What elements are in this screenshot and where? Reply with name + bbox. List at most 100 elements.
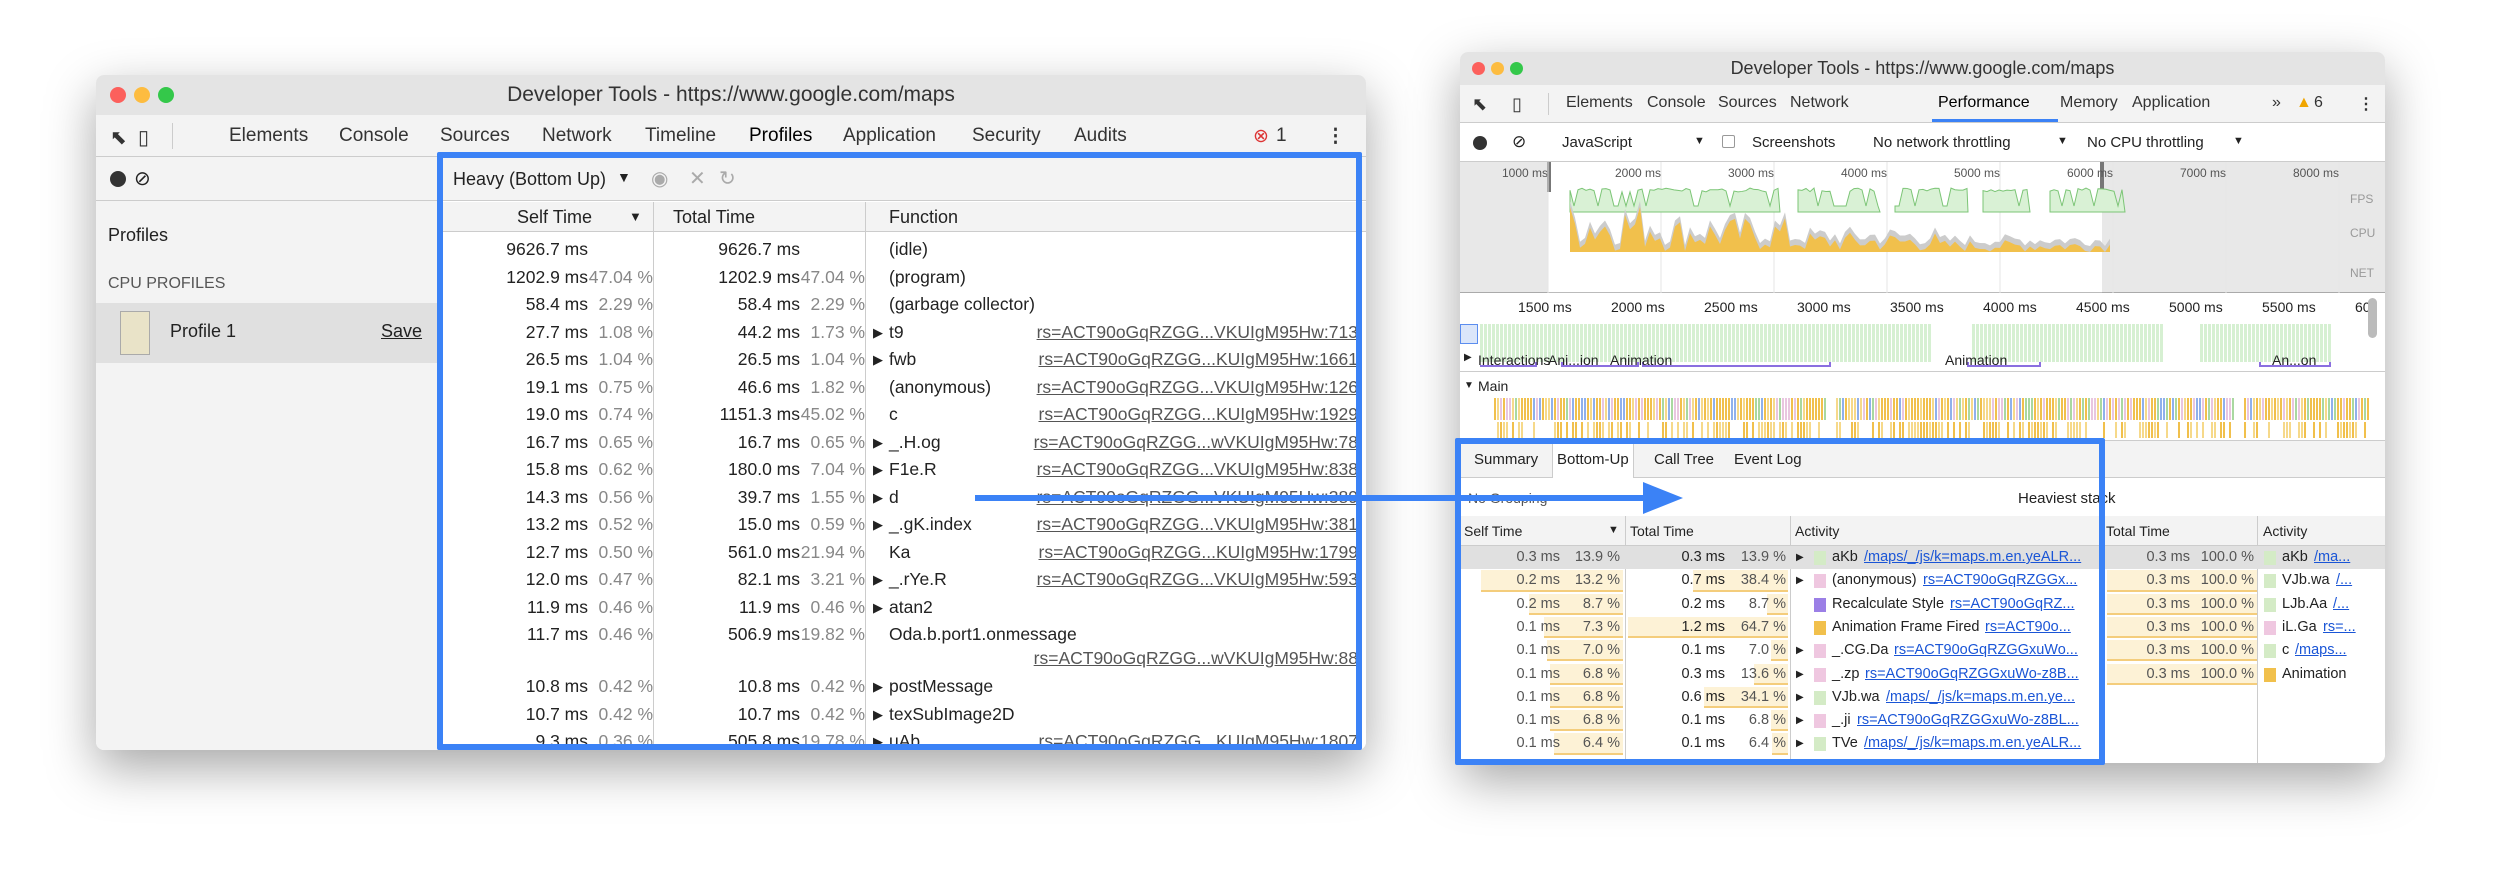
expand-arrow-icon[interactable]: ▶ [873, 679, 883, 694]
expand-arrow-icon[interactable]: ▶ [873, 517, 883, 532]
table-row[interactable]: 0.3 ms 13.9 % 0.3 ms 13.9 % ▶ aKb/maps/_/js/k… [1460, 546, 2103, 570]
table-row[interactable]: 13.2 ms 0.52 % 15.0 ms 0.59 % ▶ _.gK.index rs=… [439, 511, 1366, 539]
more-tabs-button[interactable]: » [2272, 94, 2281, 111]
tab-timeline[interactable]: Timeline [645, 125, 717, 146]
device-toolbar-icon[interactable]: ▯ [1512, 94, 1522, 114]
table-row[interactable]: 1202.9 ms 47.04 % 1202.9 ms 47.04 % (program… [439, 264, 1366, 292]
total-time-header[interactable]: Total Time [673, 207, 756, 227]
chevron-down-icon[interactable]: ▼ [1694, 135, 1705, 147]
warning-icon[interactable]: ▲ [2296, 94, 2312, 111]
tab-application[interactable]: Application [2132, 94, 2211, 111]
table-row[interactable]: 0.1 ms 6.8 % 0.1 ms 6.8 % ▶ _.ji rs=ACT90oGqRZ… [1460, 709, 2103, 732]
source-link[interactable]: rs=ACT90oGqRZGG...KUIgM95Hw:1799 [1038, 541, 1359, 562]
clear-icon[interactable]: ⊘ [134, 168, 151, 190]
source-link[interactable]: rs=ACT90oGqRZGG...wVKUIgM95Hw:88 [1033, 648, 1358, 668]
self-time-header[interactable]: Self Time [517, 207, 593, 227]
expand-arrow-icon[interactable]: ▶ [873, 489, 883, 505]
table-row[interactable]: 12.7 ms 0.50 % 561.0 ms 21.94 % Ka rs=ACT90oG… [439, 539, 1366, 567]
table-row[interactable]: 11.7 ms 0.46 % 506.9 ms 19.82 % Oda.b.port1.… [439, 621, 1366, 673]
source-link[interactable]: /maps/_/js/k=maps.m.en.yeALR... [1864, 735, 2082, 752]
expand-arrow-icon[interactable]: ▶ [1796, 645, 1804, 657]
source-link[interactable]: rs=ACT90oGqRZGG...VKUIgM95Hw:381 [1036, 514, 1358, 534]
heaviest-row[interactable]: 0.3 ms 100.0 % iL.Ga rs=... [2104, 616, 2385, 639]
chevron-down-icon[interactable]: ▼ [617, 169, 631, 185]
tab-network[interactable]: Network [542, 125, 612, 146]
source-link[interactable]: rs=ACT90oGqRZGG...KUIgM95Hw:1661 [1038, 349, 1359, 369]
tab-elements[interactable]: Elements [229, 125, 309, 146]
tab-summary[interactable]: Summary [1474, 451, 1539, 468]
network-throttling-select[interactable]: No network throttling [1873, 134, 2011, 151]
expand-arrow-icon[interactable]: ▶ [873, 324, 883, 340]
close-window-button[interactable] [1472, 62, 1485, 75]
table-row[interactable]: 14.3 ms0.56 %39.7 ms1.55 %▶drs=ACT90oGqR… [439, 484, 1366, 512]
collapse-arrow-icon[interactable]: ▼ [1464, 380, 1474, 391]
source-link[interactable]: rs=ACT90oGqRZGGxuWo-z8BL... [1857, 712, 2079, 729]
maximize-window-button[interactable] [158, 87, 174, 103]
source-link[interactable]: /... [2336, 572, 2353, 589]
close-window-button[interactable] [110, 87, 126, 103]
table-row[interactable]: 0.1 ms 6.8 % 0.3 ms 13.6 % ▶ _.zp rs=ACT90oGqR… [1460, 663, 2103, 686]
expand-arrow-icon[interactable]: ▶ [1796, 552, 1804, 563]
source-link[interactable]: rs=ACT90oGqRZGG...KUIgM95Hw:1929 [1038, 404, 1359, 424]
table-row[interactable]: 0.1 ms 6.8 % 0.6 ms 34.1 % ▶ VJb.wa/maps/_/js… [1460, 686, 2103, 709]
expand-arrow-icon[interactable]: ▶ [1464, 352, 1472, 363]
expand-arrow-icon[interactable]: ▶ [873, 599, 883, 615]
expand-arrow-icon[interactable]: ▶ [873, 734, 883, 749]
table-row[interactable]: 12.0 ms 0.47 % 82.1 ms 3.21 % ▶ _.rYe.R rs=ACT… [439, 566, 1366, 594]
table-row[interactable]: 19.0 ms 0.74 % 1151.3 ms 45.02 % c rs=ACT90oG… [439, 401, 1366, 429]
tab-sources[interactable]: Sources [1718, 94, 1777, 111]
table-row[interactable]: 0.2 ms 13.2 % 0.7 ms 38.4 % ▶ (anonymous) rs=A… [1460, 569, 2103, 592]
table-row[interactable]: 27.7 ms 1.08 % 44.2 ms 1.73 % ▶ t9 rs=ACT90oGq… [439, 319, 1366, 347]
function-header[interactable]: Function [889, 207, 959, 227]
source-link[interactable]: /maps... [2295, 642, 2347, 659]
source-link[interactable]: /ma... [2314, 549, 2351, 565]
table-row[interactable]: 58.4 ms 2.29 % 58.4 ms 2.29 % (garbage colle… [439, 291, 1366, 319]
table-row[interactable]: 10.7 ms 0.42 % 10.7 ms 0.42 % ▶ texSubImage2D [439, 701, 1366, 729]
table-row[interactable]: 11.9 ms 0.46 % 11.9 ms 0.46 % ▶ atan2 [439, 594, 1366, 622]
tab-application[interactable]: Application [843, 125, 936, 146]
expand-arrow-icon[interactable]: ▶ [1796, 575, 1804, 587]
table-row[interactable]: 0.1 ms 7.3 % 1.2 ms 64.7 % Animation Frame F… [1460, 616, 2103, 639]
table-row[interactable]: 9626.7 ms 9626.7 ms (idle) [439, 236, 1366, 264]
activity-header[interactable]: Activity [1795, 523, 1840, 539]
error-icon[interactable]: ⊗ [1253, 126, 1269, 147]
source-link[interactable]: rs=... [2323, 618, 2356, 635]
source-link[interactable]: /... [2333, 595, 2350, 612]
expand-arrow-icon[interactable]: ▶ [873, 434, 883, 450]
source-link[interactable]: /maps/_/js/k=maps.m.en.yeALR... [1864, 549, 2082, 565]
source-link[interactable]: rs=ACT90oGqRZGGxuWo-z8B... [1865, 665, 2079, 682]
view-select[interactable]: Heavy (Bottom Up) [453, 169, 607, 189]
table-row[interactable]: 15.8 ms 0.62 % 180.0 ms 7.04 % ▶ F1e.R rs=ACT9… [439, 456, 1366, 484]
table-row[interactable]: 0.2 ms 8.7 % 0.2 ms 8.7 % Recalculate Style r… [1460, 593, 2103, 616]
inspect-element-icon[interactable]: ⬉ [110, 127, 127, 149]
source-link[interactable]: rs=ACT90oGqRZGG...wVKUIgM95Hw:78 [1033, 431, 1358, 452]
tab-elements[interactable]: Elements [1566, 94, 1633, 111]
minimize-window-button[interactable] [134, 87, 150, 103]
table-row[interactable]: 26.5 ms 1.04 % 26.5 ms 1.04 % ▶ fwb rs=ACT90oG… [439, 346, 1366, 374]
minimize-window-button[interactable] [1491, 62, 1504, 75]
expand-arrow-icon[interactable]: ▶ [1796, 691, 1804, 703]
source-link[interactable]: rs=ACT90oGqRZGGx... [1923, 572, 2078, 589]
clear-icon[interactable]: ⊘ [1512, 132, 1527, 151]
total-time-header[interactable]: Total Time [1630, 523, 1694, 539]
source-link[interactable]: rs=ACT90oGqRZGG...VKUIgM95Hw:593 [1036, 569, 1358, 589]
expand-arrow-icon[interactable]: ▶ [1796, 668, 1804, 680]
tab-audits[interactable]: Audits [1074, 125, 1127, 146]
screenshots-checkbox[interactable] [1722, 135, 1735, 148]
source-link[interactable]: rs=ACT90oGqRZGG...VKUIgM95Hw:838 [1036, 459, 1358, 479]
inspect-element-icon[interactable]: ⬉ [1472, 94, 1488, 114]
source-link[interactable]: rs=ACT90oGqRZGG...VKUIgM95Hw:713 [1036, 321, 1358, 342]
left-window-handle[interactable] [1547, 162, 1551, 192]
restore-icon[interactable]: ↻ [719, 168, 736, 190]
right-window-handle[interactable] [2100, 162, 2104, 192]
table-row[interactable]: 0.1 ms 6.4 % 0.1 ms 6.4 % ▶ TVe/maps/_/js/k=m… [1460, 732, 2103, 755]
more-menu-icon[interactable]: ⋮ [1326, 126, 1345, 147]
save-link[interactable]: Save [381, 321, 423, 341]
maximize-window-button[interactable] [1510, 62, 1523, 75]
device-toolbar-icon[interactable]: ▯ [138, 127, 150, 149]
tab-console[interactable]: Console [1647, 94, 1706, 111]
focus-eye-icon[interactable]: ◉ [651, 168, 669, 190]
expand-arrow-icon[interactable]: ▶ [873, 706, 883, 722]
record-button[interactable] [1473, 136, 1487, 150]
expand-arrow-icon[interactable]: ▶ [873, 572, 883, 587]
